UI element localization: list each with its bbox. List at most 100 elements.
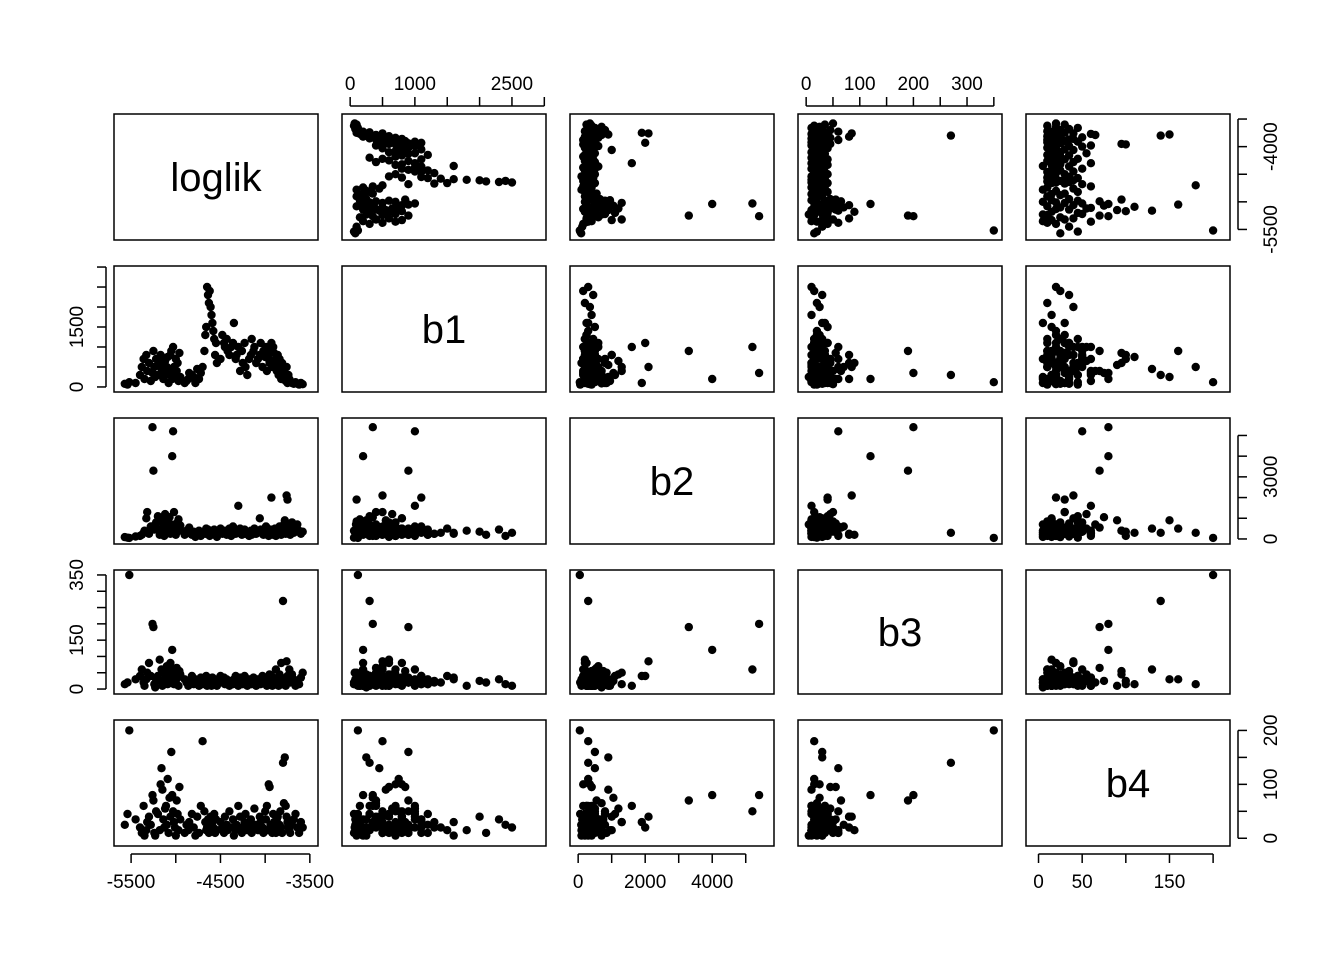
data-point <box>135 671 145 681</box>
data-point <box>149 796 158 805</box>
data-point <box>826 782 835 792</box>
tick-label: 0 <box>1261 534 1282 545</box>
y-axis-b2: 0 3000 <box>1237 434 1282 545</box>
data-point <box>168 427 178 436</box>
data-point <box>684 211 693 220</box>
data-point <box>1060 495 1069 504</box>
data-point <box>1078 362 1087 372</box>
data-point <box>1121 207 1131 216</box>
data-point <box>298 527 307 536</box>
data-point <box>1117 358 1126 368</box>
data-point <box>410 159 420 168</box>
data-point <box>176 372 185 382</box>
data-point <box>826 509 835 519</box>
data-point <box>140 681 149 690</box>
data-point <box>1117 139 1126 149</box>
data-point <box>582 801 591 811</box>
data-point <box>462 175 471 184</box>
panel-b3-vs-b4 <box>1025 569 1231 695</box>
panel-frame <box>341 113 547 241</box>
data-point <box>378 527 387 536</box>
data-point <box>847 362 856 372</box>
panel-frame <box>113 265 319 393</box>
data-point <box>216 354 225 364</box>
data-point <box>644 812 653 821</box>
data-point <box>1165 130 1174 139</box>
data-point <box>1086 501 1096 510</box>
data-point <box>391 160 400 170</box>
data-point <box>507 823 517 832</box>
data-point <box>391 828 400 838</box>
data-point <box>1078 180 1087 189</box>
data-point <box>144 812 154 821</box>
data-point <box>250 804 259 813</box>
data-point <box>355 213 365 222</box>
data-point <box>834 764 843 773</box>
panel-frame <box>569 417 775 545</box>
data-point <box>815 302 824 312</box>
data-point <box>265 782 274 792</box>
data-point <box>423 809 432 819</box>
data-point <box>462 826 471 835</box>
tick-label: -5500 <box>1261 205 1282 254</box>
panel-frame <box>341 417 547 545</box>
data-point <box>241 809 250 819</box>
data-point <box>404 180 413 189</box>
data-point <box>1156 528 1165 537</box>
data-point <box>417 671 426 681</box>
data-point <box>594 342 603 352</box>
data-point <box>410 530 420 539</box>
tick-label: 4000 <box>691 872 733 893</box>
data-point <box>748 807 757 816</box>
data-point <box>164 828 173 838</box>
data-point <box>404 828 413 838</box>
data-point <box>585 823 595 832</box>
data-point <box>1051 493 1061 502</box>
variable-label-b4: b4 <box>1106 762 1151 806</box>
data-point <box>161 801 171 811</box>
data-point <box>597 823 606 832</box>
data-point <box>417 145 426 154</box>
data-point <box>507 681 517 690</box>
data-point <box>423 166 432 175</box>
data-point <box>241 362 250 372</box>
data-point <box>211 338 221 348</box>
data-point <box>989 378 998 387</box>
data-point <box>350 527 359 536</box>
data-point <box>1060 189 1069 198</box>
data-point <box>989 533 998 543</box>
data-point <box>275 670 284 679</box>
data-point <box>836 796 846 805</box>
data-point <box>384 156 394 165</box>
panel-loglik-vs-loglik: loglik <box>113 113 319 241</box>
x-axis-b4: 0 50 150 <box>1033 853 1214 893</box>
panel-b2-vs-b4 <box>1025 417 1231 545</box>
data-point <box>391 217 400 226</box>
data-point <box>430 168 439 178</box>
data-point <box>229 318 239 328</box>
data-point <box>1069 302 1078 312</box>
data-point <box>494 177 504 187</box>
data-point <box>365 128 374 137</box>
data-point <box>579 780 588 789</box>
data-point <box>844 530 854 539</box>
data-point <box>627 681 636 690</box>
data-point <box>1130 680 1139 689</box>
variable-label-loglik: loglik <box>170 156 262 200</box>
data-point <box>584 737 593 746</box>
variable-label-b3: b3 <box>878 611 923 655</box>
data-point <box>481 530 491 539</box>
data-point <box>587 782 596 792</box>
data-point <box>149 622 158 632</box>
panel-frame <box>341 719 547 847</box>
data-point <box>820 120 830 129</box>
tick-label: 350 <box>67 559 88 591</box>
data-point <box>255 514 264 523</box>
panel-b4-vs-b4: b4 <box>1025 719 1231 847</box>
panel-frame <box>797 569 1003 695</box>
data-point <box>1112 205 1122 215</box>
data-point <box>1117 195 1126 204</box>
data-point <box>815 823 824 832</box>
data-point <box>449 528 458 537</box>
data-point <box>828 380 838 389</box>
